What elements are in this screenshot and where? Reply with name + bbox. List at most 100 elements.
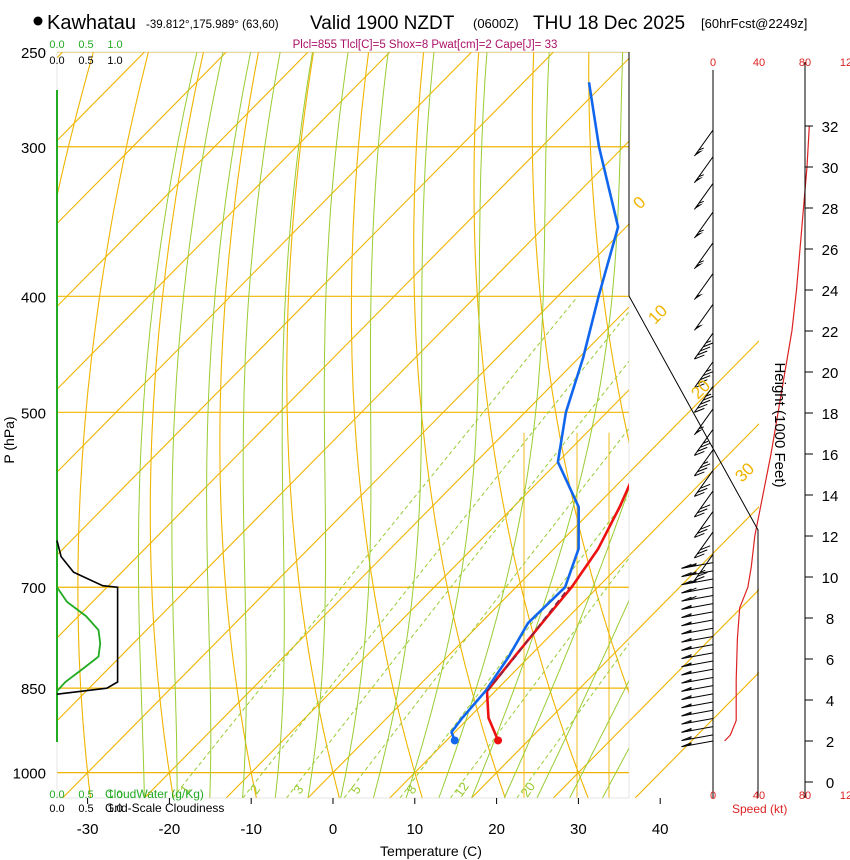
barb-staff: [681, 693, 714, 701]
barb-staff: [693, 273, 714, 300]
height-tick-label: 24: [822, 283, 839, 300]
grid-lines: [57, 52, 629, 798]
barb-staff: [681, 627, 714, 635]
dry-adiabat: [149, 52, 205, 798]
barb-staff: [693, 211, 714, 239]
height-tick-label: 4: [826, 693, 834, 710]
cloudwater-tick-top: 1.0: [107, 39, 122, 51]
isotherm: [57, 57, 629, 639]
valid-date: THU 18 Dec 2025: [533, 13, 685, 34]
mixing-ratio-label: 2: [247, 782, 263, 797]
barb-half-feather: [698, 229, 704, 233]
barb-half-feather: [686, 630, 692, 634]
barb-half-feather: [691, 580, 697, 584]
dry-adiabat: [286, 52, 340, 798]
barb-half-feather: [686, 743, 692, 747]
isotherm-right: [629, 340, 759, 474]
barb-staff: [681, 685, 714, 692]
wind-barb: [681, 562, 714, 569]
moist-adiabat: [438, 52, 550, 798]
wind-barb: [681, 660, 714, 668]
barb-half-feather: [686, 712, 692, 716]
isotherm-right: [629, 505, 759, 640]
barb-half-feather: [698, 200, 704, 204]
x-tick-label: 40: [652, 821, 669, 838]
barb-flag: [694, 428, 704, 435]
barb-half-feather: [705, 369, 712, 372]
barb-feather: [694, 576, 705, 581]
barb-half-feather: [686, 679, 692, 683]
barb-half-feather: [686, 647, 692, 650]
wind-barb: [681, 586, 714, 594]
wind-barb: [693, 304, 714, 331]
barb-feather: [700, 504, 711, 510]
height-tick-label: 8: [826, 611, 834, 628]
isotherm: [225, 389, 629, 798]
barb-feather: [694, 532, 705, 538]
wind-speed-tick-bottom: 0: [710, 790, 716, 802]
barb-staff: [681, 586, 714, 594]
wind-barb: [693, 511, 714, 538]
pressure-tick-label: 300: [21, 140, 46, 157]
parcel-line: [486, 586, 570, 692]
barb-feather: [681, 736, 692, 742]
barb-feather: [681, 613, 692, 619]
barb-feather: [697, 403, 708, 409]
height-axis-title: Height (1000 Feet): [771, 362, 788, 487]
wind-barb: [681, 685, 714, 692]
x-tick-label: 20: [488, 821, 505, 838]
wind-barb: [693, 386, 714, 413]
panel-boundary: [628, 52, 759, 798]
wind-barb: [681, 734, 714, 742]
barb-half-feather: [702, 461, 709, 465]
barb-feather: [681, 719, 692, 725]
barb-feather: [697, 508, 708, 514]
dry-adiabat: [77, 52, 149, 798]
barb-half-feather: [705, 340, 712, 344]
cloudwater-tick-bottom: 0.0: [49, 789, 64, 801]
barb-feather: [686, 571, 697, 577]
temperature-line: [485, 482, 629, 742]
barb-feather: [700, 545, 711, 551]
dry-adiabat: [588, 52, 629, 445]
barb-feather: [697, 549, 708, 555]
isotherm-label-right: 30: [731, 459, 758, 486]
isotherm: [57, 140, 629, 722]
barb-staff: [681, 619, 714, 627]
wind-barb: [681, 693, 714, 701]
barb-feather: [694, 407, 705, 413]
barb-half-feather: [686, 614, 692, 618]
barb-feather: [697, 487, 708, 493]
isotherm: [57, 52, 391, 391]
pressure-tick-label: 700: [21, 580, 46, 597]
isotherm-right: [629, 423, 759, 557]
barb-feather: [694, 354, 705, 360]
x-tick-label: -10: [240, 821, 262, 838]
wind-barb: [693, 273, 714, 300]
barb-flag: [694, 203, 704, 210]
cloudiness-line: [56, 540, 119, 695]
barb-staff: [681, 611, 714, 619]
wind-speed-tick-bottom: 80: [799, 790, 811, 802]
right-panel-isotherms: [629, 340, 759, 798]
barb-feather: [694, 450, 705, 456]
forecast-info: [60hrFcst@2249z]: [701, 16, 807, 31]
barb-feather: [700, 399, 711, 405]
plot-frame: [56, 51, 630, 799]
barb-feather: [694, 553, 705, 559]
barb-staff: [693, 408, 714, 436]
mixing-ratio-label: 12: [451, 779, 472, 799]
dry-adiabat: [219, 52, 260, 798]
barb-feather: [681, 572, 692, 578]
wind-speed-tick-top: 0: [710, 57, 716, 69]
wind-barb: [693, 490, 714, 518]
wind-speed-tick-top: 12: [840, 57, 850, 69]
isotherm: [143, 306, 629, 798]
wind-speed-axis-title: Speed (kt): [732, 802, 787, 816]
barb-half-feather: [686, 655, 692, 659]
wind-barb: [693, 183, 714, 210]
barb-staff: [681, 594, 714, 602]
barb-feather: [694, 491, 705, 497]
moist-adiabat: [242, 52, 281, 798]
